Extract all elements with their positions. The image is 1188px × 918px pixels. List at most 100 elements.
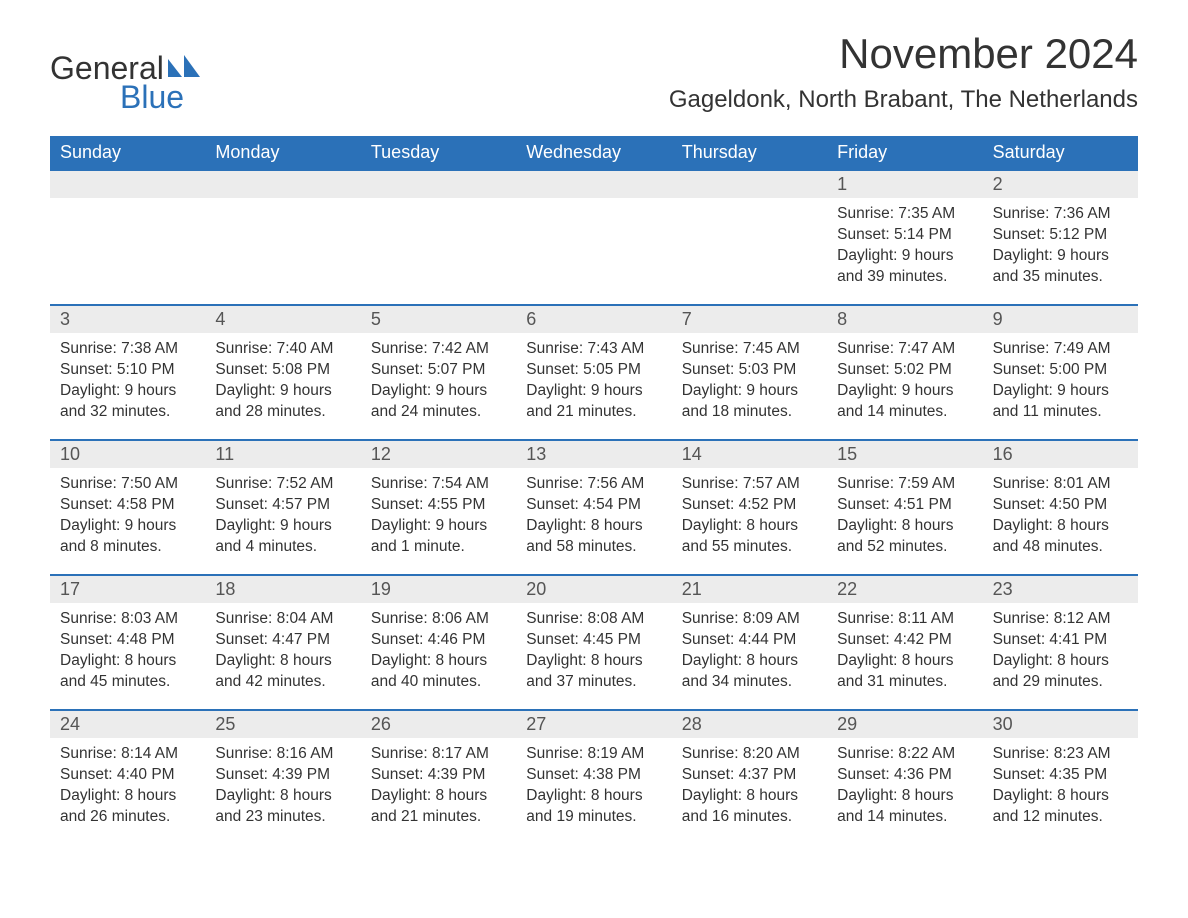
sunset-text: Sunset: 4:35 PM: [993, 765, 1128, 786]
day-number: 19: [361, 576, 516, 603]
sunset-text: Sunset: 4:57 PM: [215, 495, 350, 516]
day-cell: [516, 171, 671, 304]
daylight-text-line2: and 16 minutes.: [682, 807, 817, 828]
sunrise-text: Sunrise: 7:45 AM: [682, 339, 817, 360]
daylight-text-line1: Daylight: 9 hours: [993, 381, 1128, 402]
daylight-text-line2: and 55 minutes.: [682, 537, 817, 558]
sunrise-text: Sunrise: 8:12 AM: [993, 609, 1128, 630]
day-content: Sunrise: 7:35 AMSunset: 5:14 PMDaylight:…: [827, 198, 982, 298]
day-number: 14: [672, 441, 827, 468]
day-cell: 5Sunrise: 7:42 AMSunset: 5:07 PMDaylight…: [361, 306, 516, 439]
sunset-text: Sunset: 4:38 PM: [526, 765, 661, 786]
day-number: 12: [361, 441, 516, 468]
sunset-text: Sunset: 4:42 PM: [837, 630, 972, 651]
daylight-text-line2: and 35 minutes.: [993, 267, 1128, 288]
day-number: 21: [672, 576, 827, 603]
daylight-text-line2: and 42 minutes.: [215, 672, 350, 693]
daylight-text-line1: Daylight: 8 hours: [526, 786, 661, 807]
sunrise-text: Sunrise: 8:08 AM: [526, 609, 661, 630]
day-number: 20: [516, 576, 671, 603]
daylight-text-line1: Daylight: 9 hours: [993, 246, 1128, 267]
sunrise-text: Sunrise: 8:06 AM: [371, 609, 506, 630]
day-number: 8: [827, 306, 982, 333]
sunrise-text: Sunrise: 7:52 AM: [215, 474, 350, 495]
day-number: 7: [672, 306, 827, 333]
day-number: 17: [50, 576, 205, 603]
day-number: [50, 171, 205, 198]
sunrise-text: Sunrise: 8:01 AM: [993, 474, 1128, 495]
sunrise-text: Sunrise: 7:57 AM: [682, 474, 817, 495]
daylight-text-line1: Daylight: 8 hours: [60, 786, 195, 807]
daylight-text-line1: Daylight: 8 hours: [993, 516, 1128, 537]
week-row: 10Sunrise: 7:50 AMSunset: 4:58 PMDayligh…: [50, 439, 1138, 574]
day-content: Sunrise: 8:17 AMSunset: 4:39 PMDaylight:…: [361, 738, 516, 838]
sunrise-text: Sunrise: 7:54 AM: [371, 474, 506, 495]
day-content: Sunrise: 7:40 AMSunset: 5:08 PMDaylight:…: [205, 333, 360, 433]
sunrise-text: Sunrise: 8:09 AM: [682, 609, 817, 630]
day-cell: [672, 171, 827, 304]
sunset-text: Sunset: 4:44 PM: [682, 630, 817, 651]
day-number: 5: [361, 306, 516, 333]
day-header-tuesday: Tuesday: [361, 136, 516, 169]
daylight-text-line2: and 14 minutes.: [837, 402, 972, 423]
day-cell: 3Sunrise: 7:38 AMSunset: 5:10 PMDaylight…: [50, 306, 205, 439]
day-content: Sunrise: 8:16 AMSunset: 4:39 PMDaylight:…: [205, 738, 360, 838]
daylight-text-line2: and 14 minutes.: [837, 807, 972, 828]
day-number: 27: [516, 711, 671, 738]
day-content: Sunrise: 7:54 AMSunset: 4:55 PMDaylight:…: [361, 468, 516, 568]
daylight-text-line1: Daylight: 8 hours: [682, 516, 817, 537]
sunset-text: Sunset: 5:10 PM: [60, 360, 195, 381]
day-number: 2: [983, 171, 1138, 198]
sunset-text: Sunset: 5:07 PM: [371, 360, 506, 381]
week-row: 3Sunrise: 7:38 AMSunset: 5:10 PMDaylight…: [50, 304, 1138, 439]
day-number: 10: [50, 441, 205, 468]
day-header-thursday: Thursday: [672, 136, 827, 169]
daylight-text-line1: Daylight: 8 hours: [526, 651, 661, 672]
day-cell: 18Sunrise: 8:04 AMSunset: 4:47 PMDayligh…: [205, 576, 360, 709]
day-cell: 23Sunrise: 8:12 AMSunset: 4:41 PMDayligh…: [983, 576, 1138, 709]
sunset-text: Sunset: 4:39 PM: [215, 765, 350, 786]
sunrise-text: Sunrise: 7:59 AM: [837, 474, 972, 495]
week-row: 1Sunrise: 7:35 AMSunset: 5:14 PMDaylight…: [50, 169, 1138, 304]
day-number: 26: [361, 711, 516, 738]
day-cell: [361, 171, 516, 304]
day-number: 30: [983, 711, 1138, 738]
day-cell: 12Sunrise: 7:54 AMSunset: 4:55 PMDayligh…: [361, 441, 516, 574]
daylight-text-line1: Daylight: 9 hours: [837, 246, 972, 267]
sunset-text: Sunset: 5:05 PM: [526, 360, 661, 381]
sunrise-text: Sunrise: 7:40 AM: [215, 339, 350, 360]
daylight-text-line2: and 23 minutes.: [215, 807, 350, 828]
sunrise-text: Sunrise: 8:20 AM: [682, 744, 817, 765]
day-cell: 14Sunrise: 7:57 AMSunset: 4:52 PMDayligh…: [672, 441, 827, 574]
day-cell: 26Sunrise: 8:17 AMSunset: 4:39 PMDayligh…: [361, 711, 516, 844]
month-title: November 2024: [669, 30, 1138, 78]
day-content: Sunrise: 8:01 AMSunset: 4:50 PMDaylight:…: [983, 468, 1138, 568]
daylight-text-line1: Daylight: 9 hours: [215, 516, 350, 537]
day-cell: 4Sunrise: 7:40 AMSunset: 5:08 PMDaylight…: [205, 306, 360, 439]
day-number: 4: [205, 306, 360, 333]
day-content: Sunrise: 7:50 AMSunset: 4:58 PMDaylight:…: [50, 468, 205, 568]
daylight-text-line1: Daylight: 8 hours: [993, 651, 1128, 672]
day-cell: 1Sunrise: 7:35 AMSunset: 5:14 PMDaylight…: [827, 171, 982, 304]
day-cell: 25Sunrise: 8:16 AMSunset: 4:39 PMDayligh…: [205, 711, 360, 844]
daylight-text-line2: and 24 minutes.: [371, 402, 506, 423]
day-cell: 24Sunrise: 8:14 AMSunset: 4:40 PMDayligh…: [50, 711, 205, 844]
day-header-saturday: Saturday: [983, 136, 1138, 169]
sunrise-text: Sunrise: 7:56 AM: [526, 474, 661, 495]
day-number: 6: [516, 306, 671, 333]
day-cell: 20Sunrise: 8:08 AMSunset: 4:45 PMDayligh…: [516, 576, 671, 709]
day-number: 29: [827, 711, 982, 738]
day-number: 11: [205, 441, 360, 468]
sunrise-text: Sunrise: 8:23 AM: [993, 744, 1128, 765]
day-content: Sunrise: 8:08 AMSunset: 4:45 PMDaylight:…: [516, 603, 671, 703]
daylight-text-line1: Daylight: 8 hours: [526, 516, 661, 537]
day-content: Sunrise: 7:38 AMSunset: 5:10 PMDaylight:…: [50, 333, 205, 433]
daylight-text-line1: Daylight: 8 hours: [682, 786, 817, 807]
day-content: Sunrise: 8:12 AMSunset: 4:41 PMDaylight:…: [983, 603, 1138, 703]
day-cell: 19Sunrise: 8:06 AMSunset: 4:46 PMDayligh…: [361, 576, 516, 709]
day-cell: 15Sunrise: 7:59 AMSunset: 4:51 PMDayligh…: [827, 441, 982, 574]
day-content: Sunrise: 8:20 AMSunset: 4:37 PMDaylight:…: [672, 738, 827, 838]
sunset-text: Sunset: 4:37 PM: [682, 765, 817, 786]
day-cell: 16Sunrise: 8:01 AMSunset: 4:50 PMDayligh…: [983, 441, 1138, 574]
sunset-text: Sunset: 5:08 PM: [215, 360, 350, 381]
